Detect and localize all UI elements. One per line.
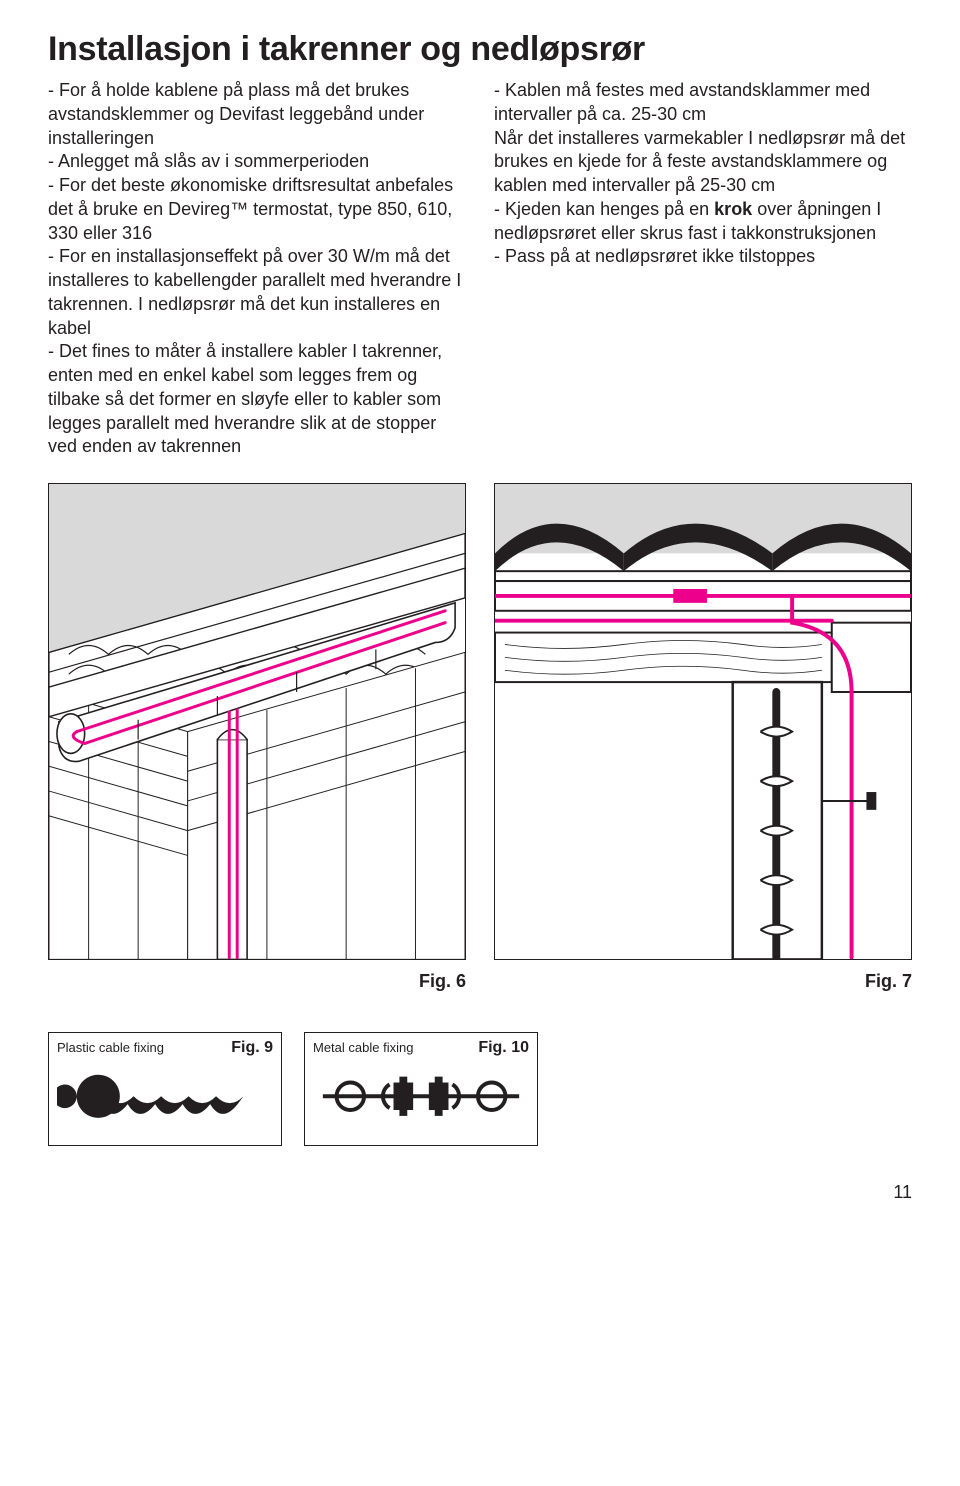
fig9-caption: Fig. 9: [231, 1039, 273, 1057]
bullet-r1: - Kablen må festes med avstandsklammer m…: [494, 79, 912, 127]
page-number: 11: [48, 1182, 912, 1203]
bullet-r3: - Kjeden kan henges på en krok over åpni…: [494, 198, 912, 246]
bullet-r2: Når det installeres varmekabler I nedløp…: [494, 127, 912, 198]
bullet-3: - For det beste økonomiske driftsresulta…: [48, 174, 466, 245]
figure-7: Fig. 7: [494, 483, 912, 992]
bullet-2: - Anlegget må slås av i sommerperioden: [48, 150, 466, 174]
r3-bold: krok: [714, 199, 752, 219]
r3-pre: - Kjeden kan henges på en: [494, 199, 714, 219]
bullet-4: - For en installasjonseffekt på over 30 …: [48, 245, 466, 340]
metal-clip-icon: [313, 1057, 529, 1136]
page-title: Installasjon i takrenner og nedløpsrør: [48, 30, 912, 69]
fig6-caption: Fig. 6: [48, 971, 466, 992]
small-figure-row: Plastic cable fixing Fig. 9 Metal cable …: [48, 1032, 912, 1146]
downpipe-diagram: [494, 483, 912, 960]
fig9-text: Plastic cable fixing: [57, 1040, 164, 1055]
figure-6: Fig. 6: [48, 483, 466, 992]
bullet-5: - Det fines to måter å installere kabler…: [48, 340, 466, 459]
text-columns: - For å holde kablene på plass må det br…: [48, 79, 912, 459]
figure-9: Plastic cable fixing Fig. 9: [48, 1032, 282, 1146]
figure-row: Fig. 6: [48, 483, 912, 992]
gutter-diagram: [48, 483, 466, 960]
fig7-caption: Fig. 7: [494, 971, 912, 992]
figure-10: Metal cable fixing Fig. 10: [304, 1032, 538, 1146]
fig10-text: Metal cable fixing: [313, 1040, 413, 1055]
right-column: - Kablen må festes med avstandsklammer m…: [494, 79, 912, 459]
fig10-caption: Fig. 10: [478, 1039, 529, 1057]
left-column: - For å holde kablene på plass må det br…: [48, 79, 466, 459]
plastic-clip-icon: [57, 1057, 273, 1136]
bullet-1: - For å holde kablene på plass må det br…: [48, 79, 466, 150]
bullet-r4: - Pass på at nedløpsrøret ikke tilstoppe…: [494, 245, 912, 269]
